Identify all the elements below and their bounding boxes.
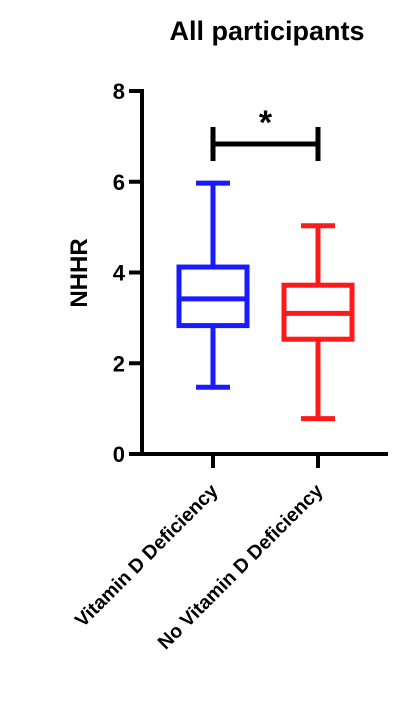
significance-label: * [259,104,273,142]
significance-bracket: * [210,104,321,161]
annotations: * [210,104,321,161]
y-tick-label: 2 [113,351,125,376]
y-tick-label: 6 [113,170,125,195]
box-no-vitamin-d-deficiency [281,223,355,422]
chart-title: All participants [169,16,364,46]
box-vitamin-d-deficiency [176,180,250,390]
axes: 0 2 4 6 8 [113,79,388,468]
y-tick-label: 0 [113,442,125,467]
y-tick-label: 8 [113,79,125,104]
y-axis-label: NHHR [66,238,93,307]
boxes [176,180,355,422]
y-tick-label: 4 [113,261,126,286]
